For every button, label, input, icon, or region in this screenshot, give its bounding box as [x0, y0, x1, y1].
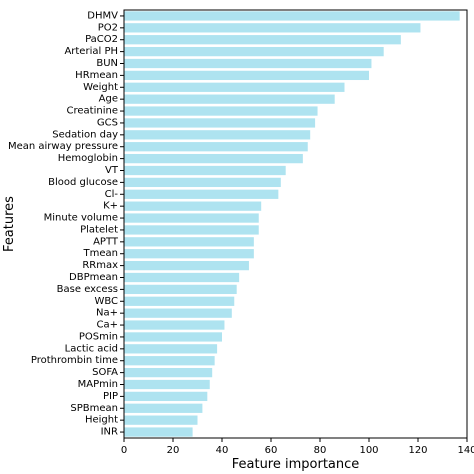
y-tick-label: Cl- — [105, 189, 119, 200]
x-tick-label: 80 — [314, 445, 327, 456]
y-tick-label: Blood glucose — [48, 177, 118, 188]
x-axis-title: Feature importance — [232, 457, 360, 472]
bar — [124, 308, 232, 318]
y-tick-label: GCS — [97, 117, 118, 128]
bar — [124, 58, 372, 69]
y-tick-label: WBC — [94, 296, 118, 307]
bar — [124, 130, 311, 140]
bar — [124, 201, 262, 211]
bar — [124, 213, 259, 223]
bar — [124, 153, 303, 164]
bar — [124, 284, 237, 295]
x-tick-label: 100 — [359, 445, 378, 456]
y-tick-label: DHMV — [87, 10, 118, 21]
bar — [124, 118, 316, 128]
bar — [124, 106, 318, 116]
plot-frame — [123, 9, 468, 439]
bar — [124, 177, 281, 188]
x-tick-label: 120 — [408, 445, 427, 456]
y-tick-label: SOFA — [92, 367, 118, 378]
y-tick-label: PIP — [103, 391, 118, 402]
y-tick-label: Mean airway pressure — [8, 141, 118, 152]
y-tick-label: INR — [101, 427, 118, 438]
bar — [124, 225, 259, 235]
bar — [124, 356, 215, 366]
bar — [124, 142, 308, 152]
y-tick-label: Lactic acid — [65, 343, 118, 354]
bar — [124, 189, 279, 199]
bar — [124, 82, 345, 92]
bar — [124, 237, 254, 247]
bar — [124, 11, 460, 21]
y-tick-label: Platelet — [80, 224, 118, 235]
y-tick-label: K+ — [103, 201, 118, 212]
bar — [124, 391, 208, 402]
bar — [124, 249, 254, 259]
y-tick-label: APTT — [93, 236, 119, 247]
y-tick-label: Hemoglobin — [58, 153, 118, 164]
y-tick-label: BUN — [96, 58, 118, 69]
x-tick-label: 60 — [265, 445, 278, 456]
bar — [124, 427, 193, 437]
y-tick-label: Weight — [83, 82, 118, 93]
y-tick-label: MAPmin — [78, 379, 118, 390]
y-tick-label: HRmean — [75, 70, 118, 81]
x-tick-label: 0 — [121, 445, 127, 456]
y-tick-label: PO2 — [98, 22, 118, 33]
x-tick-label: 40 — [216, 445, 229, 456]
bar — [124, 260, 249, 271]
x-tick-label: 20 — [167, 445, 180, 456]
y-tick-label: Base excess — [57, 284, 118, 295]
y-tick-label: VT — [105, 165, 119, 176]
y-tick-label: Height — [85, 415, 118, 426]
bars-group — [124, 11, 460, 437]
y-tick-label: Arterial PH — [64, 46, 118, 57]
bar — [124, 46, 384, 57]
bar — [124, 403, 203, 413]
y-tick-label: Tmean — [83, 248, 118, 259]
y-tick-label: Age — [99, 94, 118, 105]
y-tick-label: Ca+ — [97, 320, 119, 331]
bar — [124, 367, 213, 378]
bar — [124, 320, 225, 330]
bar — [124, 272, 240, 283]
bar — [124, 70, 369, 81]
bar — [124, 23, 421, 33]
x-tick-label: 140 — [457, 445, 474, 456]
y-tick-label: Minute volume — [44, 213, 118, 224]
y-tick-label: DBPmean — [69, 272, 118, 283]
x-ticks: 0 20 40 60 80 100 120 140 — [121, 438, 474, 456]
y-tick-label: Sedation day — [52, 129, 118, 140]
bar — [124, 296, 235, 306]
y-tick-label: Prothrombin time — [31, 355, 118, 366]
y-tick-label: Na+ — [96, 308, 118, 319]
y-tick-label: Creatinine — [67, 106, 118, 117]
bar — [124, 94, 335, 104]
bar — [124, 165, 286, 176]
y-tick-label: SPBmean — [70, 403, 118, 414]
bar — [124, 35, 401, 45]
bar — [124, 344, 218, 354]
y-tick-label: RRmax — [82, 260, 118, 271]
y-axis-title: Features — [2, 196, 17, 252]
y-tick-label: POSmin — [79, 331, 118, 342]
bar — [124, 379, 210, 390]
bar — [124, 415, 198, 425]
y-tick-label: PaCO2 — [85, 34, 118, 45]
bar — [124, 332, 222, 342]
